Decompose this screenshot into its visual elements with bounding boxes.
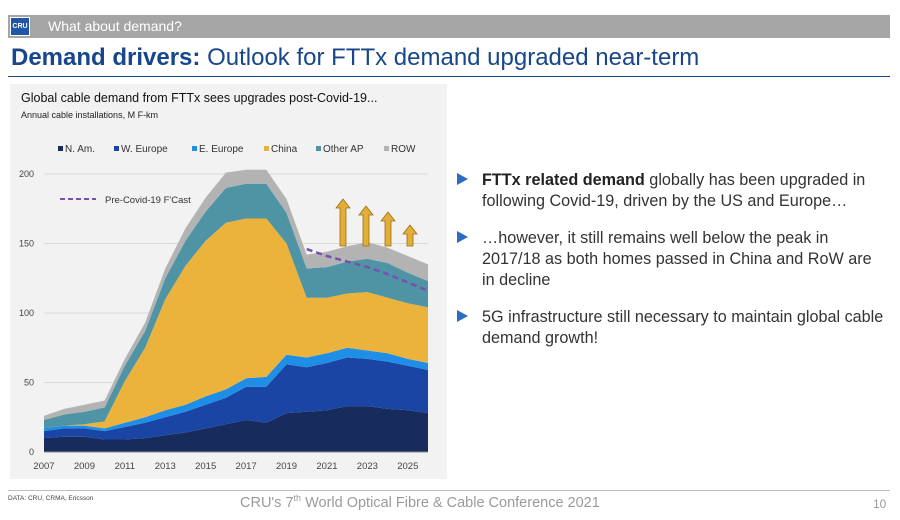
chart-legend: N. Am. W. Europe E. Europe China Other AP ROW <box>58 144 416 155</box>
bullet-arrow-icon <box>457 173 468 185</box>
footer-divider <box>8 490 890 491</box>
area-china <box>44 218 428 429</box>
legend-label: W. Europe <box>121 144 168 155</box>
upgrade-arrow-icon <box>380 211 396 247</box>
bullet-list: FTTx related demand globally has been up… <box>457 170 887 365</box>
x-tick-label: 2023 <box>357 461 378 472</box>
x-tick-label: 2007 <box>33 461 54 472</box>
legend-swatch <box>384 146 389 151</box>
conference-sup: th <box>293 493 302 503</box>
conference-name: CRU's 7th World Optical Fibre & Cable Co… <box>240 493 600 511</box>
bullet-item: …however, it still remains well below th… <box>457 228 887 291</box>
x-tick-label: 2011 <box>115 461 135 472</box>
title-bold: Demand drivers: <box>11 44 201 71</box>
x-tick-label: 2019 <box>276 461 297 472</box>
area-e-europe <box>44 347 428 432</box>
bullet-arrow-icon <box>457 231 468 243</box>
x-tick-label: 2025 <box>397 461 418 472</box>
legend-label: China <box>271 144 298 155</box>
section-label: What about demand? <box>48 18 182 34</box>
y-tick-label: 0 <box>29 447 34 457</box>
upgrade-arrow-icon <box>358 205 374 247</box>
legend-label: ROW <box>391 144 416 155</box>
conference-post: World Optical Fibre & Cable Conference 2… <box>301 494 600 511</box>
upgrade-arrow-icon <box>402 224 418 247</box>
bullet-text: 5G infrastructure still necessary to mai… <box>482 308 884 347</box>
page-title: Demand drivers: Outlook for FTTx demand … <box>11 44 699 72</box>
x-tick-label: 2013 <box>155 461 176 472</box>
bullet-text: …however, it still remains well below th… <box>482 229 872 289</box>
forecast-legend-label: Pre-Covid-19 F'Cast <box>105 195 191 206</box>
data-source: DATA: CRU, CRMA, Ericsson <box>8 495 94 502</box>
bullet-text: globally has been upgraded in following … <box>482 171 866 210</box>
area-w-europe <box>44 357 428 440</box>
bullet-bold: FTTx related demand <box>482 171 645 189</box>
legend-label: Other AP <box>323 144 364 155</box>
bullet-item: FTTx related demand globally has been up… <box>457 170 887 212</box>
bullet-item: 5G infrastructure still necessary to mai… <box>457 307 887 349</box>
legend-swatch <box>316 146 321 151</box>
forecast-line <box>306 247 429 292</box>
area-n-am- <box>44 406 428 452</box>
x-tick-label: 2015 <box>195 461 216 472</box>
y-tick-label: 200 <box>19 169 34 179</box>
y-tick-label: 150 <box>19 239 34 249</box>
upgrade-arrow-icon <box>335 198 351 247</box>
x-tick-label: 2009 <box>74 461 95 472</box>
chart-subtitle: Annual cable installations, M F-km <box>21 110 159 120</box>
legend-swatch <box>114 146 119 151</box>
page-number: 10 <box>873 497 887 511</box>
legend-label: N. Am. <box>65 144 95 155</box>
cru-logo: CRU <box>10 17 30 36</box>
legend-label: E. Europe <box>199 144 244 155</box>
legend-swatch <box>58 146 63 151</box>
y-tick-label: 50 <box>24 378 34 388</box>
title-divider <box>8 76 890 77</box>
title-rest: Outlook for FTTx demand upgraded near-te… <box>200 44 700 71</box>
y-tick-label: 100 <box>19 308 34 318</box>
chart-title: Global cable demand from FTTx sees upgra… <box>21 91 378 105</box>
bullet-arrow-icon <box>457 310 468 322</box>
conference-pre: CRU's 7 <box>240 494 294 511</box>
legend-swatch <box>192 146 197 151</box>
legend-swatch <box>264 146 269 151</box>
section-bar: CRU What about demand? <box>8 15 890 38</box>
x-tick-label: 2021 <box>316 461 337 472</box>
x-tick-label: 2017 <box>236 461 257 472</box>
